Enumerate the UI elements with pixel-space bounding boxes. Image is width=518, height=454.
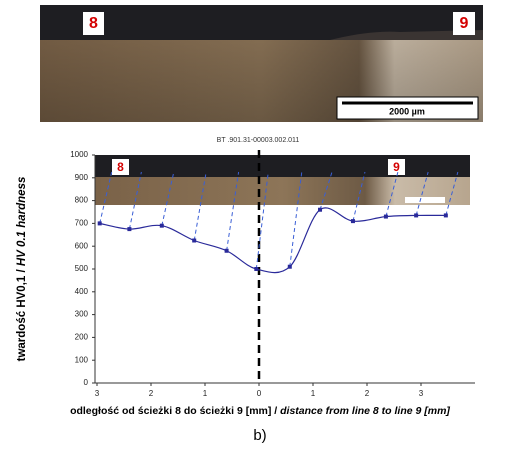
data-point (351, 219, 355, 223)
caption: b) (253, 427, 266, 444)
chart: 8 9 2000 µm BT .901.31-00003.002.011 8 9… (0, 0, 518, 454)
y-tick-label: 400 (75, 287, 89, 296)
x-tick-label: 2 (149, 389, 154, 398)
x-tick-label: 3 (419, 389, 424, 398)
x-tick-label: 1 (203, 389, 208, 398)
inset-label: 9 (393, 160, 400, 174)
y-tick-label: 800 (75, 196, 89, 205)
inset-scale-bar (405, 197, 445, 203)
y-tick-label: 500 (75, 264, 89, 273)
data-point (384, 215, 388, 219)
y-tick-label: 300 (75, 310, 89, 319)
x-axis-title: odległość od ścieżki 8 do ścieżki 9 [mm]… (70, 405, 450, 417)
x-tick-label: 0 (257, 389, 262, 398)
hardness-line (100, 208, 446, 273)
data-point (288, 265, 292, 269)
data-point (192, 239, 196, 243)
data-point (414, 213, 418, 217)
y-axis-title-en: HV 0.1 hardness (16, 177, 28, 266)
x-tick-label: 3 (95, 389, 100, 398)
chart-title: BT .901.31-00003.002.011 (217, 137, 300, 144)
inset-dark-band (95, 155, 470, 177)
y-tick-label: 200 (75, 333, 89, 342)
data-point (444, 213, 448, 217)
y-axis-title-pl: twardość HV0,1 / (16, 266, 28, 361)
data-point (98, 221, 102, 225)
data-point (127, 227, 131, 231)
y-tick-label: 0 (84, 378, 89, 387)
data-point (225, 249, 229, 253)
x-tick-label: 2 (365, 389, 370, 398)
micrograph-label: 9 (460, 15, 469, 32)
y-tick-label: 100 (75, 355, 89, 364)
micrograph-label: 8 (89, 15, 98, 32)
x-axis-title-pl: odległość od ścieżki 8 do ścieżki 9 [mm]… (70, 405, 280, 417)
inset-label: 8 (117, 160, 124, 174)
data-point (318, 208, 322, 212)
y-tick-label: 900 (75, 173, 89, 182)
y-axis-title: twardość HV0,1 / HV 0.1 hardness (16, 177, 28, 362)
data-point (160, 224, 164, 228)
micrograph: 8 9 2000 µm (40, 5, 483, 122)
scale-bar-label: 2000 µm (389, 106, 425, 116)
y-tick-label: 700 (75, 219, 89, 228)
y-tick-label: 600 (75, 241, 89, 250)
x-tick-label: 1 (311, 389, 316, 398)
data-point (254, 267, 258, 271)
inset-image: 8 9 (95, 155, 470, 205)
y-tick-label: 1000 (70, 150, 88, 159)
x-axis-title-en: distance from line 8 to line 9 [mm] (280, 405, 450, 417)
